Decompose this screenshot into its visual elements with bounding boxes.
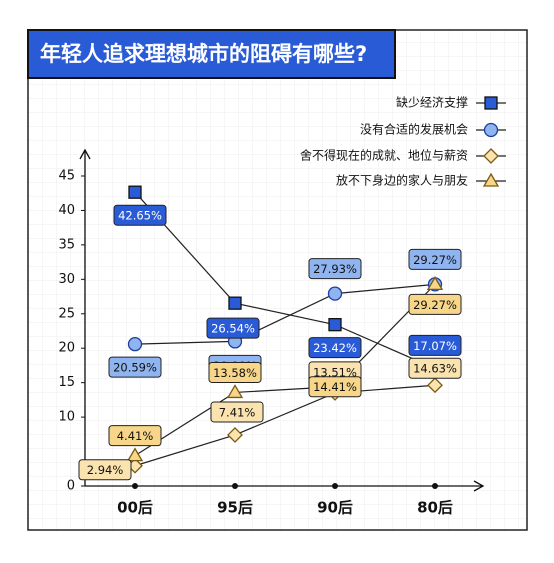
value-label-box	[408, 334, 462, 356]
y-tick-label: 25	[58, 306, 75, 321]
x-tick-label: 90后	[317, 499, 353, 517]
marker	[427, 377, 443, 394]
value-label: 29.27%	[413, 298, 457, 312]
x-tick-label: 95后	[217, 499, 253, 517]
frame	[27, 29, 528, 531]
value-label: 20.59%	[113, 361, 157, 375]
value-label: 27.93%	[313, 262, 357, 276]
value-label: 26.54%	[211, 322, 255, 336]
value-label-box	[108, 425, 162, 447]
value-label-box	[113, 204, 167, 226]
legend-marker	[483, 148, 499, 164]
value-label: 13.58%	[213, 366, 257, 380]
series-line	[134, 283, 436, 345]
series-line	[134, 191, 436, 369]
x-tick-dot	[232, 483, 238, 489]
value-label: 14.63%	[413, 362, 457, 376]
marker	[228, 296, 242, 310]
marker	[227, 427, 243, 443]
x-tick-dot	[132, 483, 138, 489]
legend-marker	[482, 172, 500, 187]
value-label-box	[108, 356, 162, 378]
legend-label: 放不下身边的家人与朋友	[336, 173, 468, 188]
value-label: 23.42%	[313, 341, 357, 355]
legend-marker	[483, 122, 499, 138]
marker	[128, 185, 142, 199]
value-label-box	[408, 293, 462, 315]
value-label-box	[78, 459, 132, 481]
y-tick-label: 30	[58, 272, 75, 287]
legend-label: 缺少经济支撑	[396, 95, 468, 110]
value-label: 42.65%	[118, 209, 162, 223]
value-label-box	[408, 357, 462, 379]
value-label-box	[308, 337, 362, 359]
value-label-box	[210, 401, 264, 423]
marker	[426, 276, 444, 291]
title-banner	[27, 29, 396, 79]
value-label: 2.94%	[87, 463, 124, 477]
marker	[126, 447, 144, 462]
value-label: 4.41%	[117, 429, 154, 443]
y-tick-label: 0	[67, 479, 75, 494]
marker	[328, 318, 342, 332]
y-tick-label: 20	[58, 341, 75, 356]
x-tick-label: 80后	[417, 499, 453, 517]
x-tick-dot	[432, 483, 438, 489]
value-label: 13.51%	[313, 365, 357, 379]
legend-label: 没有合适的发展机会	[360, 122, 468, 137]
marker	[327, 286, 343, 301]
x-tick-label: 00后	[117, 499, 153, 517]
chart-title: 年轻人追求理想城市的阻碍有哪些?	[40, 42, 367, 66]
value-label: 14.41%	[313, 380, 357, 394]
y-axis-arrow	[79, 148, 91, 160]
y-tick-label: 35	[58, 237, 75, 252]
y-tick-label: 10	[58, 410, 75, 425]
y-tick-label: 15	[58, 375, 75, 390]
value-label: 29.27%	[413, 253, 457, 267]
legend-marker	[484, 96, 498, 110]
marker	[127, 337, 143, 352]
series-line	[134, 283, 436, 457]
value-label: 7.41%	[219, 405, 256, 419]
legend-label: 舍不得现在的成就、地位与薪资	[300, 148, 468, 163]
series-line	[134, 384, 436, 467]
value-label-box	[308, 258, 362, 280]
value-label-box	[206, 317, 260, 339]
y-tick-label: 40	[58, 203, 75, 218]
value-label: 17.07%	[413, 339, 457, 353]
value-label-box	[208, 361, 262, 383]
marker	[226, 384, 244, 399]
y-tick-label: 45	[58, 169, 75, 184]
value-label-box	[408, 248, 462, 270]
x-axis-arrow	[473, 480, 485, 492]
x-tick-dot	[332, 483, 338, 489]
value-label-box	[308, 376, 362, 398]
